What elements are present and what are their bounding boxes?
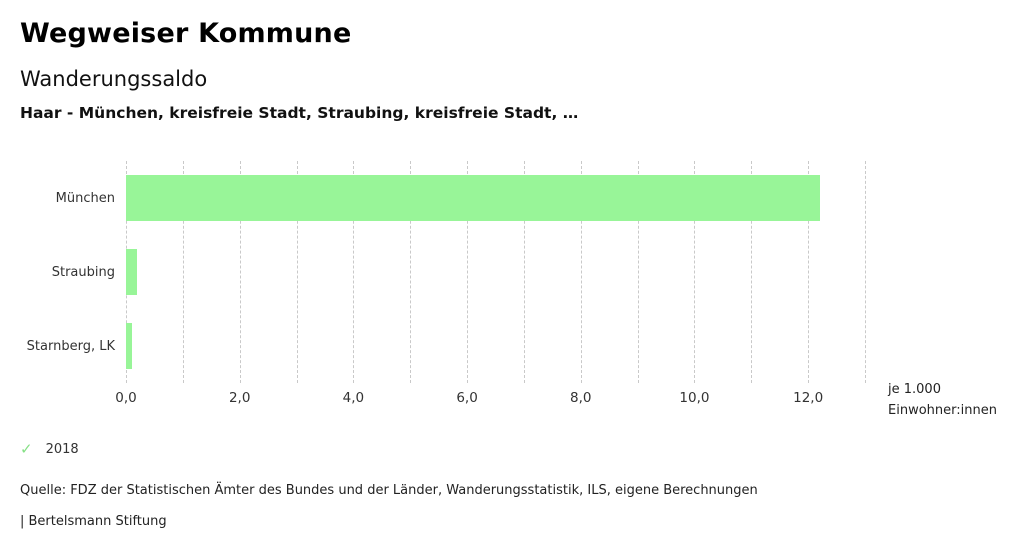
- bar-row: [126, 161, 865, 235]
- gridline: [182, 161, 184, 383]
- gridline: [694, 161, 696, 383]
- gridline: [296, 161, 298, 383]
- legend-label: 2018: [45, 442, 79, 457]
- chart-bar[interactable]: [126, 323, 132, 369]
- category-label: Straubing: [51, 264, 115, 280]
- attribution-text: | Bertelsmann Stiftung: [20, 514, 167, 529]
- x-axis-unit-label: je 1.000 Einwohner:innen: [888, 379, 997, 421]
- legend-item-2018[interactable]: ✓ 2018: [20, 440, 79, 458]
- gridline: [467, 161, 469, 383]
- x-axis-tick-labels: 0,0 2,0 4,0 6,0 8,0 10,0 12,0: [115, 390, 865, 408]
- gridline: [353, 161, 355, 383]
- gridline: [239, 161, 241, 383]
- chart-bar[interactable]: [126, 175, 820, 221]
- chart-title: Wanderungssaldo: [20, 67, 208, 91]
- category-label: Starnberg, LK: [26, 338, 115, 354]
- bar-chart-plot-area: [126, 161, 866, 383]
- x-tick-label: 4,0: [342, 390, 365, 406]
- gridline: [580, 161, 582, 383]
- gridline: [808, 161, 810, 383]
- source-text: Quelle: FDZ der Statistischen Ämter des …: [20, 483, 758, 498]
- gridline: [751, 161, 753, 383]
- x-tick-label: 0,0: [115, 390, 137, 406]
- bar-row: [126, 235, 865, 309]
- y-axis-category-labels: München Straubing Starnberg, LK: [0, 161, 115, 383]
- category-label: München: [55, 190, 115, 206]
- x-tick-label: 2,0: [228, 390, 251, 406]
- chart-bar[interactable]: [126, 249, 138, 295]
- x-tick-label: 8,0: [570, 390, 592, 406]
- chart-context-line: Haar - München, kreisfreie Stadt, Straub…: [20, 104, 579, 122]
- bar-row: [126, 309, 865, 383]
- x-tick-label: 10,0: [679, 390, 710, 406]
- check-icon: ✓: [20, 440, 33, 458]
- x-tick-label: 6,0: [456, 390, 478, 406]
- gridline: [865, 161, 866, 383]
- x-axis-unit-line2: Einwohner:innen: [888, 403, 997, 418]
- x-tick-label: 12,0: [793, 390, 824, 406]
- gridline: [523, 161, 525, 383]
- page-title: Wegweiser Kommune: [20, 18, 352, 49]
- x-axis-unit-line1: je 1.000: [888, 382, 941, 397]
- gridline: [637, 161, 639, 383]
- gridline: [410, 161, 412, 383]
